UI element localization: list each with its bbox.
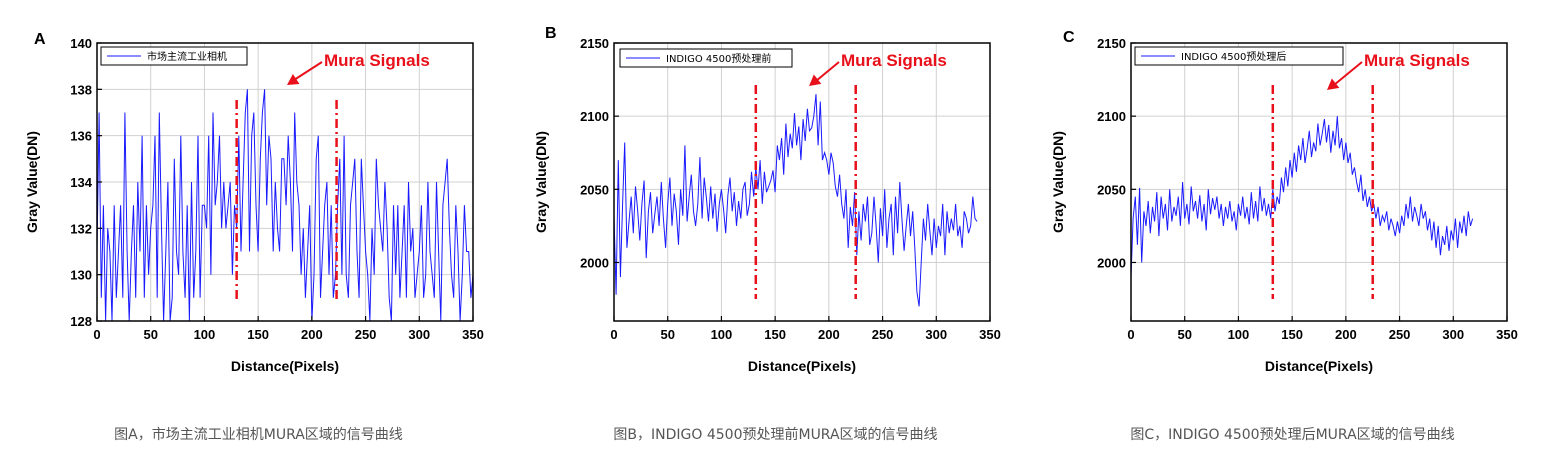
x-tick-label: 200 — [301, 327, 323, 342]
x-tick-label: 200 — [818, 327, 840, 342]
x-tick-label: 100 — [1228, 327, 1250, 342]
x-tick-label: 250 — [1389, 327, 1411, 342]
caption-c: 图C，INDIGO 4500预处理后MURA区域的信号曲线 — [1130, 427, 1455, 443]
y-tick-label: 2000 — [580, 255, 609, 270]
x-tick-label: 250 — [872, 327, 894, 342]
chart-c: 0 50 100 150 200 250 300 350 2000 2050 2100 2150 Dis… — [1050, 29, 1518, 374]
chart-panel-b: 0 50 100 150 200 250 300 350 2000 2050 2100 2150 Dis… — [517, 0, 1034, 473]
x-tick-label: 100 — [194, 327, 216, 342]
y-tick-label: 130 — [70, 268, 92, 283]
legend-label: INDIGO 4500预处理前 — [666, 52, 771, 65]
x-tick-label: 300 — [925, 327, 947, 342]
mura-arrow-shaft — [293, 61, 323, 81]
plot-frame — [1130, 42, 1508, 322]
mura-arrow-head — [1327, 78, 1340, 90]
chart-b: 0 50 100 150 200 250 300 350 2000 2050 2100 2150 Dis… — [533, 25, 1001, 374]
y-axis-label: Gray Value(DN) — [1050, 131, 1066, 233]
y-tick-label: 2150 — [1097, 36, 1126, 51]
chart-panel-c: 0 50 100 150 200 250 300 350 2000 2050 2100 2150 Dis… — [1034, 0, 1550, 473]
x-tick-label: 300 — [1442, 327, 1464, 342]
chart-a: 0 50 100 150 200 250 300 350 128 130 132 134 136 138 1… — [24, 31, 484, 374]
x-tick-label: 150 — [764, 327, 786, 342]
panel-letter: B — [545, 25, 557, 42]
x-tick-label: 150 — [247, 327, 269, 342]
panel-letter: A — [34, 31, 46, 48]
x-tick-label: 50 — [660, 327, 674, 342]
mura-arrow-shaft — [815, 61, 840, 82]
panel-letter: C — [1063, 29, 1075, 46]
y-tick-label: 132 — [70, 221, 92, 236]
x-tick-label: 200 — [1335, 327, 1357, 342]
x-tick-label: 150 — [1281, 327, 1303, 342]
mura-signals-label: Mura Signals — [841, 51, 947, 70]
mura-signals-label: Mura Signals — [324, 51, 430, 70]
series-line — [1130, 116, 1474, 278]
x-axis-label: Distance(Pixels) — [748, 358, 856, 374]
y-tick-label: 2050 — [580, 182, 609, 197]
x-tick-label: 250 — [355, 327, 377, 342]
series-line — [96, 89, 474, 322]
legend-label: 市场主流工业相机 — [147, 50, 227, 63]
chart-panel-a: 0 50 100 150 200 250 300 350 128 130 132 134 136 138 1… — [0, 0, 517, 473]
caption-a: 图A，市场主流工业相机MURA区域的信号曲线 — [114, 427, 403, 443]
mura-arrow-head — [809, 74, 822, 86]
legend-box — [619, 48, 793, 68]
plot-frame — [613, 42, 991, 322]
x-tick-label: 350 — [1496, 327, 1518, 342]
x-tick-label: 300 — [408, 327, 430, 342]
x-tick-label: 100 — [711, 327, 733, 342]
y-axis-label: Gray Value(DN) — [24, 131, 40, 233]
y-tick-label: 134 — [70, 175, 92, 190]
y-tick-label: 136 — [70, 129, 92, 144]
y-axis-label: Gray Value(DN) — [533, 131, 549, 233]
y-tick-label: 2100 — [580, 109, 609, 124]
y-tick-label: 2100 — [1097, 109, 1126, 124]
x-tick-label: 0 — [93, 327, 100, 342]
legend-box — [1134, 46, 1344, 66]
y-tick-label: 138 — [70, 82, 92, 97]
y-tick-label: 2150 — [580, 36, 609, 51]
x-tick-label: 350 — [979, 327, 1001, 342]
caption-b: 图B，INDIGO 4500预处理前MURA区域的信号曲线 — [613, 427, 938, 443]
x-tick-label: 50 — [1177, 327, 1191, 342]
mura-signals-label: Mura Signals — [1364, 51, 1470, 70]
x-axis-label: Distance(Pixels) — [1265, 358, 1373, 374]
series-line — [613, 94, 978, 307]
legend-box — [100, 46, 248, 66]
y-tick-label: 140 — [70, 36, 92, 51]
x-tick-label: 350 — [462, 327, 484, 342]
x-tick-label: 50 — [143, 327, 157, 342]
legend-label: INDIGO 4500预处理后 — [1181, 51, 1286, 63]
y-tick-label: 2050 — [1097, 182, 1126, 197]
x-tick-label: 0 — [610, 327, 617, 342]
x-tick-label: 0 — [1127, 327, 1134, 342]
mura-arrow-head — [287, 73, 300, 85]
x-axis-label: Distance(Pixels) — [231, 358, 339, 374]
y-tick-label: 128 — [70, 314, 92, 329]
y-tick-label: 2000 — [1097, 255, 1126, 270]
mura-arrow-shaft — [1333, 61, 1363, 86]
